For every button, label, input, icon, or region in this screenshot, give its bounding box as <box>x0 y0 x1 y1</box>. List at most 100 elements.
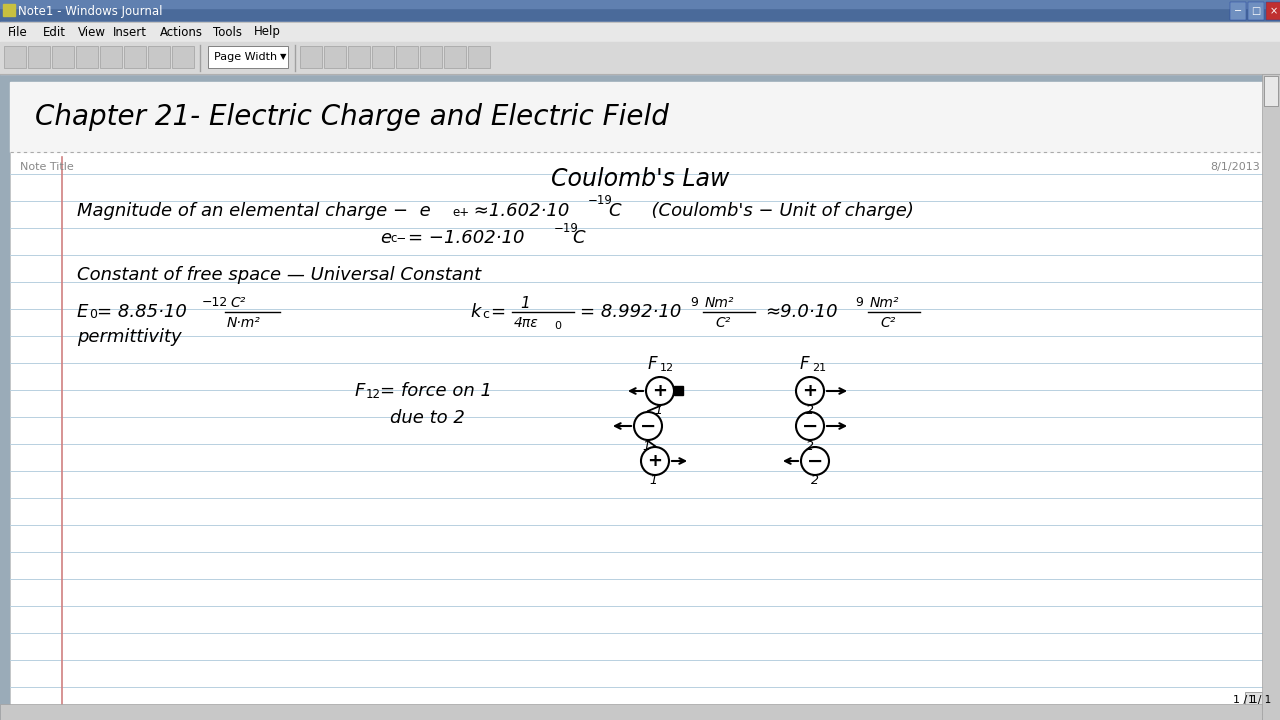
Text: C²: C² <box>230 296 246 310</box>
Bar <box>4 46 26 68</box>
Text: F: F <box>648 355 658 373</box>
Circle shape <box>634 412 662 440</box>
Text: ≈9.0·10: ≈9.0·10 <box>765 303 837 321</box>
Text: C: C <box>572 229 585 247</box>
Text: 21: 21 <box>812 363 826 373</box>
Text: permittivity: permittivity <box>77 328 182 346</box>
Text: c: c <box>483 308 489 322</box>
Text: 0: 0 <box>554 321 561 331</box>
Text: ≈1.602·10: ≈1.602·10 <box>468 202 570 220</box>
Bar <box>0 74 1280 720</box>
Text: 1: 1 <box>520 295 530 310</box>
Bar <box>124 46 146 68</box>
Bar <box>1230 2 1245 20</box>
Text: Constant of free space — Universal Constant: Constant of free space — Universal Const… <box>77 266 481 284</box>
Text: =: = <box>490 303 506 321</box>
Text: +: + <box>653 382 667 400</box>
Bar <box>1245 692 1275 708</box>
Bar <box>0 704 1262 720</box>
Text: c−: c− <box>390 233 406 246</box>
Text: Note Title: Note Title <box>20 162 74 172</box>
Text: = −1.602·10: = −1.602·10 <box>408 229 525 247</box>
Bar <box>0 22 1280 42</box>
Text: −: − <box>806 451 823 470</box>
Text: 2: 2 <box>812 474 819 487</box>
Text: 1: 1 <box>654 405 662 418</box>
Circle shape <box>796 377 824 405</box>
Text: e+: e+ <box>452 205 470 218</box>
Text: 1: 1 <box>649 474 657 487</box>
Text: 2: 2 <box>806 405 814 418</box>
Text: Actions: Actions <box>160 25 202 38</box>
Text: Page Width: Page Width <box>215 52 278 62</box>
Bar <box>324 46 346 68</box>
Text: File: File <box>8 25 28 38</box>
Bar <box>76 46 99 68</box>
Text: 12: 12 <box>660 363 675 373</box>
Bar <box>100 46 122 68</box>
Text: due to 2: due to 2 <box>390 409 465 427</box>
Text: −: − <box>1234 6 1242 16</box>
Text: 4πε: 4πε <box>515 316 539 330</box>
Text: e: e <box>380 229 392 247</box>
Bar <box>0 0 1280 8</box>
Text: 2: 2 <box>806 439 814 452</box>
Text: k: k <box>470 303 480 321</box>
Text: Edit: Edit <box>42 25 65 38</box>
Text: 12: 12 <box>366 389 381 402</box>
Text: Chapter 21- Electric Charge and Electric Field: Chapter 21- Electric Charge and Electric… <box>35 103 669 131</box>
Text: = 8.85·10: = 8.85·10 <box>97 303 187 321</box>
Text: ▼: ▼ <box>280 53 287 61</box>
Text: Coulomb's Law: Coulomb's Law <box>550 167 730 191</box>
Text: −: − <box>801 416 818 436</box>
Bar <box>372 46 394 68</box>
Text: □: □ <box>1252 6 1261 16</box>
Text: N·m²: N·m² <box>227 316 261 330</box>
Bar <box>396 46 419 68</box>
Text: +: + <box>648 452 663 470</box>
Text: F: F <box>355 382 365 400</box>
Text: = 8.992·10: = 8.992·10 <box>580 303 681 321</box>
Text: Nm²: Nm² <box>870 296 900 310</box>
Text: 1 / 1: 1 / 1 <box>1233 695 1258 705</box>
Text: E: E <box>77 303 88 321</box>
Bar <box>28 46 50 68</box>
Text: View: View <box>78 25 105 38</box>
Bar <box>1266 2 1280 20</box>
Text: C²: C² <box>716 316 731 330</box>
Bar <box>0 0 1280 22</box>
Text: F: F <box>800 355 810 373</box>
Text: 0: 0 <box>90 308 97 322</box>
Text: +: + <box>803 382 818 400</box>
Bar <box>444 46 466 68</box>
Text: ×: × <box>1270 6 1277 16</box>
Bar <box>0 42 1280 74</box>
Bar <box>420 46 442 68</box>
Text: Magnitude of an elemental charge −  e: Magnitude of an elemental charge − e <box>77 202 431 220</box>
Text: −12: −12 <box>202 295 228 308</box>
Bar <box>468 46 490 68</box>
Text: C²: C² <box>881 316 896 330</box>
Text: 1: 1 <box>643 439 650 452</box>
Text: 9: 9 <box>855 295 863 308</box>
Text: Insert: Insert <box>113 25 146 38</box>
Bar <box>10 82 1265 718</box>
Bar <box>207 46 288 68</box>
Bar <box>3 4 15 16</box>
Text: −: − <box>640 416 657 436</box>
Circle shape <box>641 447 669 475</box>
Text: 8/1/2013: 8/1/2013 <box>1211 162 1260 172</box>
Text: Help: Help <box>253 25 280 38</box>
Text: Nm²: Nm² <box>705 296 735 310</box>
Bar <box>348 46 370 68</box>
Circle shape <box>796 412 824 440</box>
Text: C: C <box>608 202 621 220</box>
Bar <box>1265 76 1277 106</box>
Text: −19: −19 <box>554 222 579 235</box>
Text: = force on 1: = force on 1 <box>380 382 492 400</box>
Bar <box>300 46 323 68</box>
Text: −19: −19 <box>588 194 613 207</box>
Bar <box>52 46 74 68</box>
Bar <box>675 386 684 395</box>
Bar <box>1262 74 1280 720</box>
